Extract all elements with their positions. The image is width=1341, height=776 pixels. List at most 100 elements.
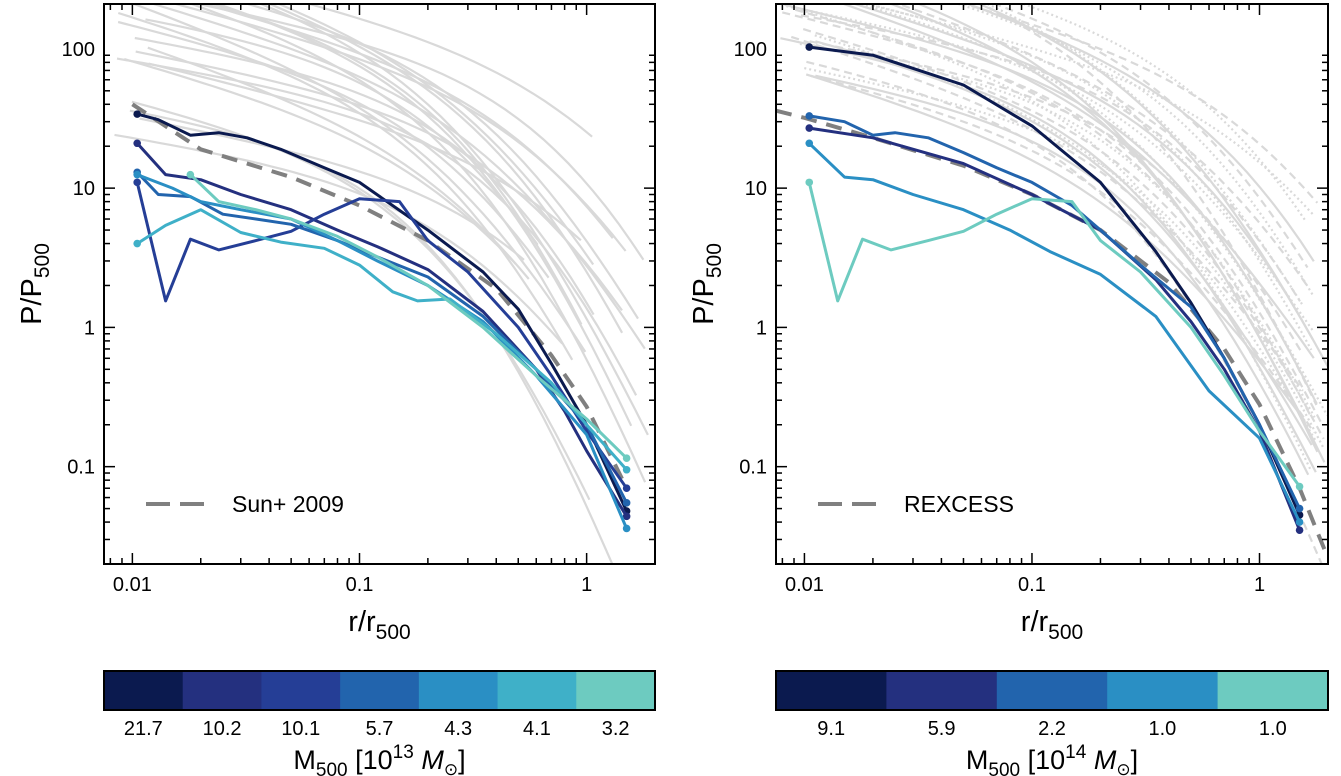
x-axis-label-sub: 500 (376, 621, 411, 644)
background-curve (895, 4, 1311, 290)
background-curve (134, 36, 595, 316)
series-start-point (133, 170, 141, 179)
x-axis-label: r/r500 (348, 606, 410, 644)
series-start-point (133, 178, 141, 187)
plot-frame (775, 3, 1329, 565)
y-tick-label: 10 (73, 178, 95, 200)
x-axis-label: r/r500 (1021, 606, 1083, 644)
background-curve (258, 4, 649, 436)
colorbar-frame (775, 670, 1329, 711)
background-curve (805, 73, 1306, 422)
colorbar-tick-label: 4.1 (523, 718, 551, 740)
background-curve (814, 34, 1317, 442)
background-curve (864, 4, 1313, 351)
background-curve (815, 40, 1313, 446)
y-axis-label-base: P/P (688, 278, 720, 325)
colorbar-label-pre: M (293, 745, 316, 775)
series-line (136, 142, 628, 518)
x-tick-label: 0.01 (785, 574, 824, 596)
background-curve (305, 4, 593, 138)
background-curve (214, 4, 633, 427)
y-tick-label: 100 (734, 39, 767, 61)
background-curve (135, 50, 623, 312)
colorbar-label-sub: 500 (988, 760, 1020, 776)
colorbar-label-pre: M (966, 745, 989, 775)
background-curve (131, 100, 591, 501)
colorbar-swatch (576, 671, 656, 710)
y-tick-label: 0.1 (67, 457, 95, 479)
background-curve (802, 28, 1325, 440)
background-curve (799, 42, 1316, 418)
colorbar-tick-label: 5.7 (366, 718, 394, 740)
series-line (189, 173, 628, 460)
background-curve (139, 117, 525, 261)
background-curve (117, 20, 550, 279)
x-tick-label: 1 (1254, 574, 1265, 596)
colorbar-tick-label: 1.0 (1259, 718, 1287, 740)
background-curve (809, 40, 1303, 354)
colorbar-tick-label: 9.1 (817, 718, 845, 740)
colorbar-label-sup: 13 (393, 742, 414, 763)
series-start-point (186, 170, 195, 179)
series-start-point (805, 124, 814, 132)
colorbar-label-post: ] (458, 745, 466, 775)
background-curve (117, 11, 574, 361)
background-curve (131, 4, 587, 353)
background-curve (992, 4, 1309, 269)
series-start-point (805, 112, 814, 120)
plot-area (114, 4, 649, 564)
background-curve (147, 46, 530, 280)
x-tick-label: 1 (581, 574, 592, 596)
background-curve (188, 4, 647, 483)
background-curve (782, 11, 1323, 424)
y-axis-label: P/P500 (688, 243, 726, 325)
colorbar-tick-label: 3.2 (602, 718, 630, 740)
background-curve (810, 74, 1316, 434)
colorbar-frame (103, 670, 656, 711)
colorbar-tick-label: 5.9 (928, 718, 956, 740)
colorbar-tick-label: 10.1 (281, 718, 320, 740)
colorbar-tick-label: 10.2 (203, 718, 242, 740)
series-end-point (622, 465, 631, 474)
series-line (808, 114, 1301, 510)
series-end-point (1295, 504, 1304, 513)
background-curve (784, 4, 1318, 405)
legend-label: REXCESS (904, 491, 1014, 517)
y-axis-label: P/P500 (16, 243, 54, 325)
series-end-point (1295, 526, 1304, 534)
series-line (136, 112, 628, 512)
colorbar-swatch (340, 671, 420, 710)
colorbar-swatch (1217, 671, 1329, 710)
x-tick-label: 0.1 (1018, 574, 1046, 596)
series-end-point (622, 484, 631, 493)
background-curve (916, 4, 1326, 463)
colorbar-label-space (414, 745, 422, 775)
colorbar-swatch (182, 671, 262, 710)
y-axis-label-sub: 500 (31, 243, 54, 278)
background-curve (1020, 4, 1307, 222)
series-end-point (1295, 482, 1304, 491)
colorbar-swatch (261, 671, 341, 710)
plot-area (776, 4, 1328, 564)
y-tick-label: 100 (62, 39, 95, 61)
series-end-point (622, 524, 631, 533)
colorbar-swatch (497, 671, 577, 710)
series-end-point (1295, 518, 1304, 526)
colorbar-label-post: ] (1131, 745, 1139, 775)
series-end-point (622, 454, 631, 463)
colorbar-swatch (418, 671, 499, 710)
series-start-point (805, 139, 814, 148)
y-axis-label-sub: 500 (703, 243, 726, 278)
colorbar-tick-label: 1.0 (1148, 718, 1176, 740)
series-line (807, 182, 1301, 488)
series-start-point (133, 139, 141, 148)
colorbar-swatch (1107, 671, 1219, 710)
colorbar-label-unit: M (1094, 745, 1117, 775)
colorbar-label-mid: [10 (348, 745, 393, 775)
background-curve (964, 4, 1315, 262)
x-axis-label-base: r/r (1021, 606, 1049, 638)
background-curve (851, 4, 1314, 340)
